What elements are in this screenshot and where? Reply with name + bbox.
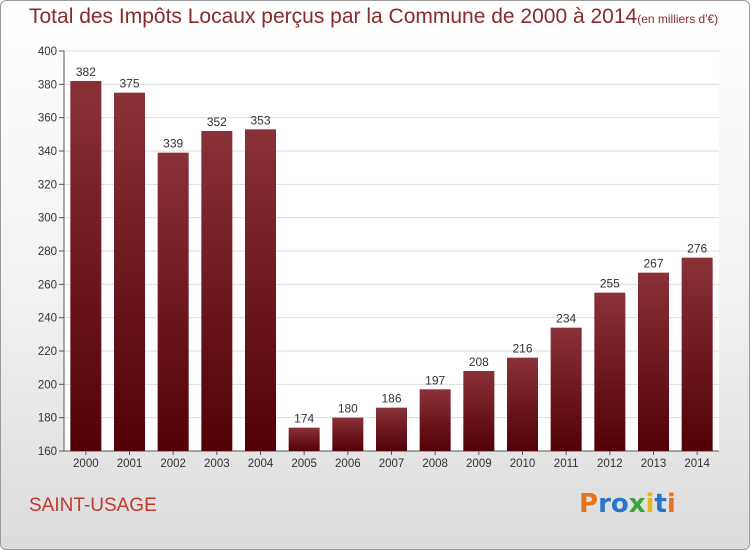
bar-value-label: 339: [163, 137, 183, 151]
bar-value-label: 375: [119, 77, 139, 91]
bar-value-label: 216: [512, 342, 532, 356]
bar: [114, 92, 145, 452]
bar-value-label: 197: [425, 373, 445, 387]
y-tick-label: 180: [38, 413, 57, 425]
bar-value-label: 234: [556, 312, 576, 326]
logo-letter: P: [579, 489, 599, 519]
y-tick-label: 200: [38, 379, 57, 391]
x-tick-label: 2003: [204, 458, 230, 470]
bar-value-label: 352: [207, 115, 227, 129]
unit-label: (en milliers d'€): [637, 12, 719, 26]
bar: [550, 327, 582, 451]
x-tick-label: 2010: [510, 458, 536, 470]
bar-value-label: 382: [76, 65, 96, 79]
y-tick-label: 280: [38, 246, 57, 258]
y-tick-label: 220: [38, 346, 57, 358]
bar: [507, 357, 538, 451]
bar: [419, 389, 451, 451]
x-tick-label: 2004: [248, 458, 274, 470]
commune-name: SAINT-USAGE: [29, 495, 157, 516]
x-tick-label: 2005: [291, 458, 317, 470]
x-tick-label: 2013: [641, 458, 667, 470]
y-tick-label: 380: [38, 79, 57, 91]
x-tick-label: 2001: [117, 458, 143, 470]
logo-letter: o: [610, 489, 629, 519]
bar-value-label: 353: [250, 113, 270, 127]
bar: [70, 81, 102, 451]
chart-title-block: Total des Impôts Locaux perçus par la Co…: [29, 5, 718, 29]
x-tick-label: 2011: [554, 458, 579, 470]
bar: [594, 292, 626, 451]
bar-value-label: 174: [294, 412, 314, 426]
proxiti-logo: Proxiti: [579, 489, 676, 519]
y-tick-label: 240: [38, 313, 57, 325]
bar-value-label: 186: [381, 392, 401, 406]
bar: [463, 371, 495, 451]
bar-value-label: 255: [600, 277, 620, 291]
bar-value-label: 276: [687, 242, 707, 256]
logo-letter: i: [645, 489, 655, 519]
bar-value-label: 267: [643, 257, 663, 271]
chart-title: Total des Impôts Locaux perçus par la Co…: [29, 5, 638, 28]
bar: [201, 131, 233, 451]
bar: [245, 129, 276, 452]
y-tick-label: 340: [38, 146, 57, 158]
x-tick-label: 2000: [73, 458, 99, 470]
bar: [288, 427, 320, 451]
bar-value-label: 208: [469, 355, 489, 369]
bar: [681, 257, 713, 451]
x-tick-label: 2008: [422, 458, 448, 470]
x-tick-label: 2014: [684, 458, 710, 470]
bar: [638, 272, 669, 451]
x-tick-label: 2009: [466, 458, 492, 470]
logo-letter: x: [628, 489, 646, 519]
x-tick-label: 2007: [379, 458, 405, 470]
x-tick-label: 2002: [160, 458, 186, 470]
y-tick-label: 300: [38, 213, 57, 225]
bar-value-label: 180: [338, 402, 358, 416]
logo-letter: r: [598, 489, 611, 519]
x-tick-label: 2012: [597, 458, 623, 470]
bar: [332, 417, 364, 451]
y-tick-label: 160: [38, 446, 57, 458]
logo-letter: t: [654, 489, 667, 519]
logo-letter: i: [666, 489, 676, 519]
bar: [376, 407, 407, 451]
y-tick-label: 320: [38, 179, 57, 191]
y-tick-label: 360: [38, 113, 57, 125]
y-tick-label: 400: [38, 46, 57, 58]
x-tick-label: 2006: [335, 458, 361, 470]
y-tick-label: 260: [38, 279, 57, 291]
bar: [157, 152, 189, 451]
